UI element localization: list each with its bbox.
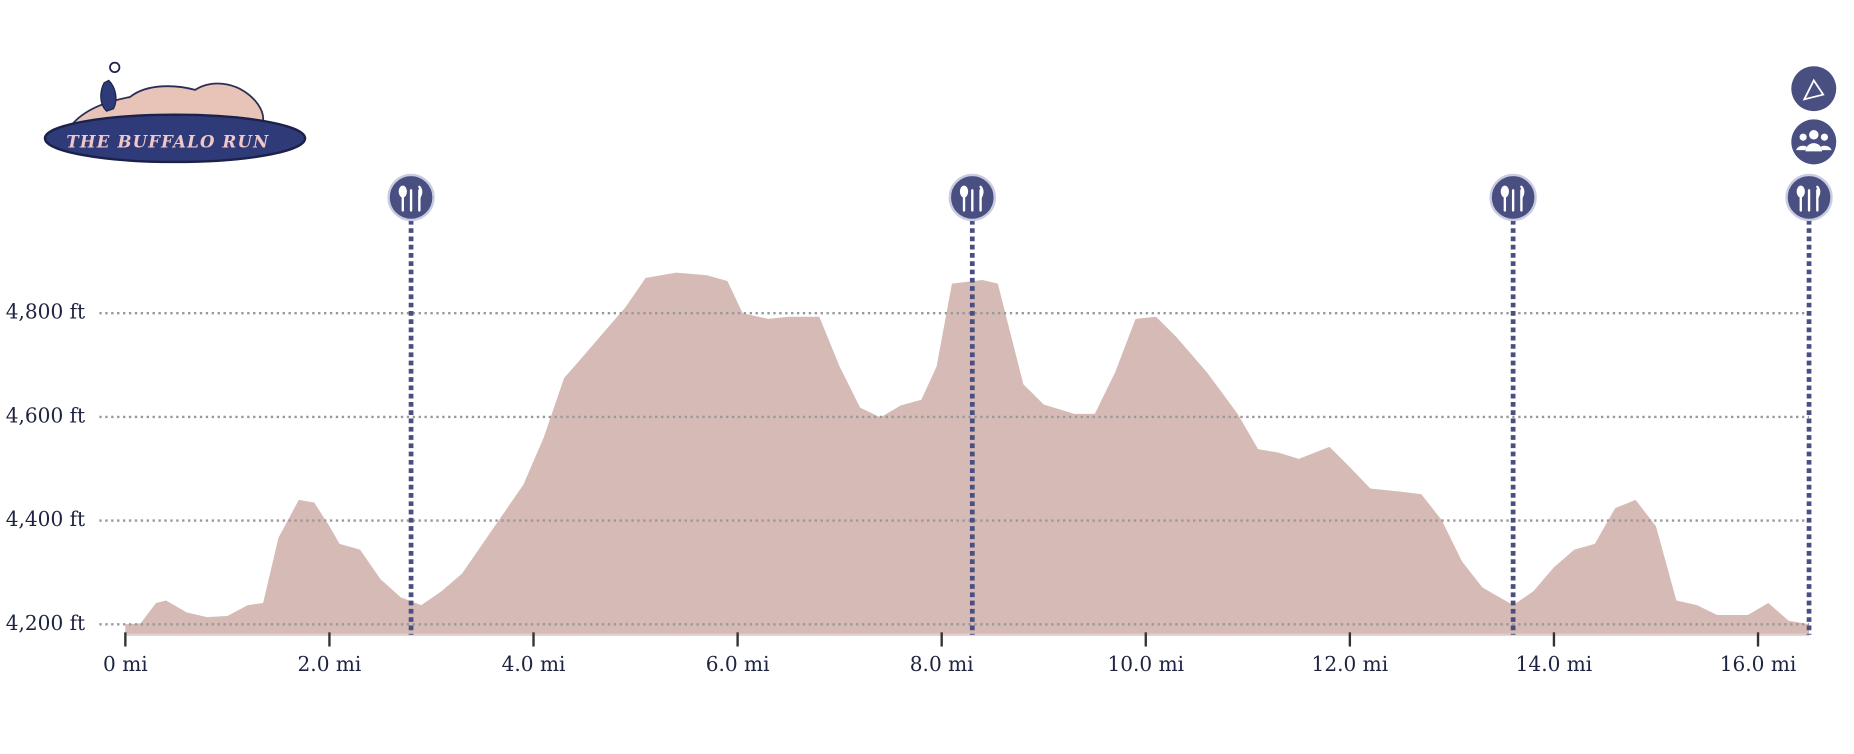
people-icon: [1796, 130, 1832, 152]
confetti-icon: [1802, 78, 1825, 101]
logo: THE BUFFALO RUN: [43, 61, 307, 164]
celebrate-button[interactable]: [1791, 66, 1837, 112]
knife-blade: [418, 185, 423, 199]
food-icon: [959, 185, 984, 212]
x-tick-label: 8.0 mi: [910, 652, 974, 676]
knife-blade: [979, 185, 984, 199]
x-tick-label: 2.0 mi: [298, 652, 362, 676]
y-tick-label: 4,800 ft: [6, 300, 85, 324]
spoon-head: [1796, 185, 1805, 198]
spoon-head: [1500, 185, 1509, 198]
x-tick-label: 4.0 mi: [502, 652, 566, 676]
spoon-head: [398, 185, 407, 198]
y-tick-label: 4,200 ft: [6, 611, 85, 635]
x-tick-label: 12.0 mi: [1312, 652, 1389, 676]
side-buttons: [1791, 66, 1837, 165]
x-tick-label: 16.0 mi: [1720, 652, 1797, 676]
spoon-head: [959, 185, 969, 198]
x-tick-label: 0 mi: [103, 652, 148, 676]
plot: 4,200 ft 4,400 ft 4,600 ft 4,800 ft 0 mi 2.0 …: [6, 173, 1833, 676]
logo-text: THE BUFFALO RUN: [66, 132, 269, 152]
x-tick-label: 14.0 mi: [1516, 652, 1593, 676]
food-icon: [398, 185, 423, 212]
knife-blade: [1520, 185, 1525, 199]
x-tick-label: 10.0 mi: [1107, 652, 1184, 676]
knife-blade: [1816, 185, 1821, 199]
y-tick-label: 4,400 ft: [6, 507, 85, 531]
elevation-area: [125, 272, 1810, 635]
food-icon: [1500, 185, 1525, 212]
x-tick-label: 6.0 mi: [706, 652, 770, 676]
group-button[interactable]: [1791, 119, 1837, 165]
food-icon: [1796, 185, 1821, 212]
y-tick-label: 4,600 ft: [6, 403, 85, 427]
